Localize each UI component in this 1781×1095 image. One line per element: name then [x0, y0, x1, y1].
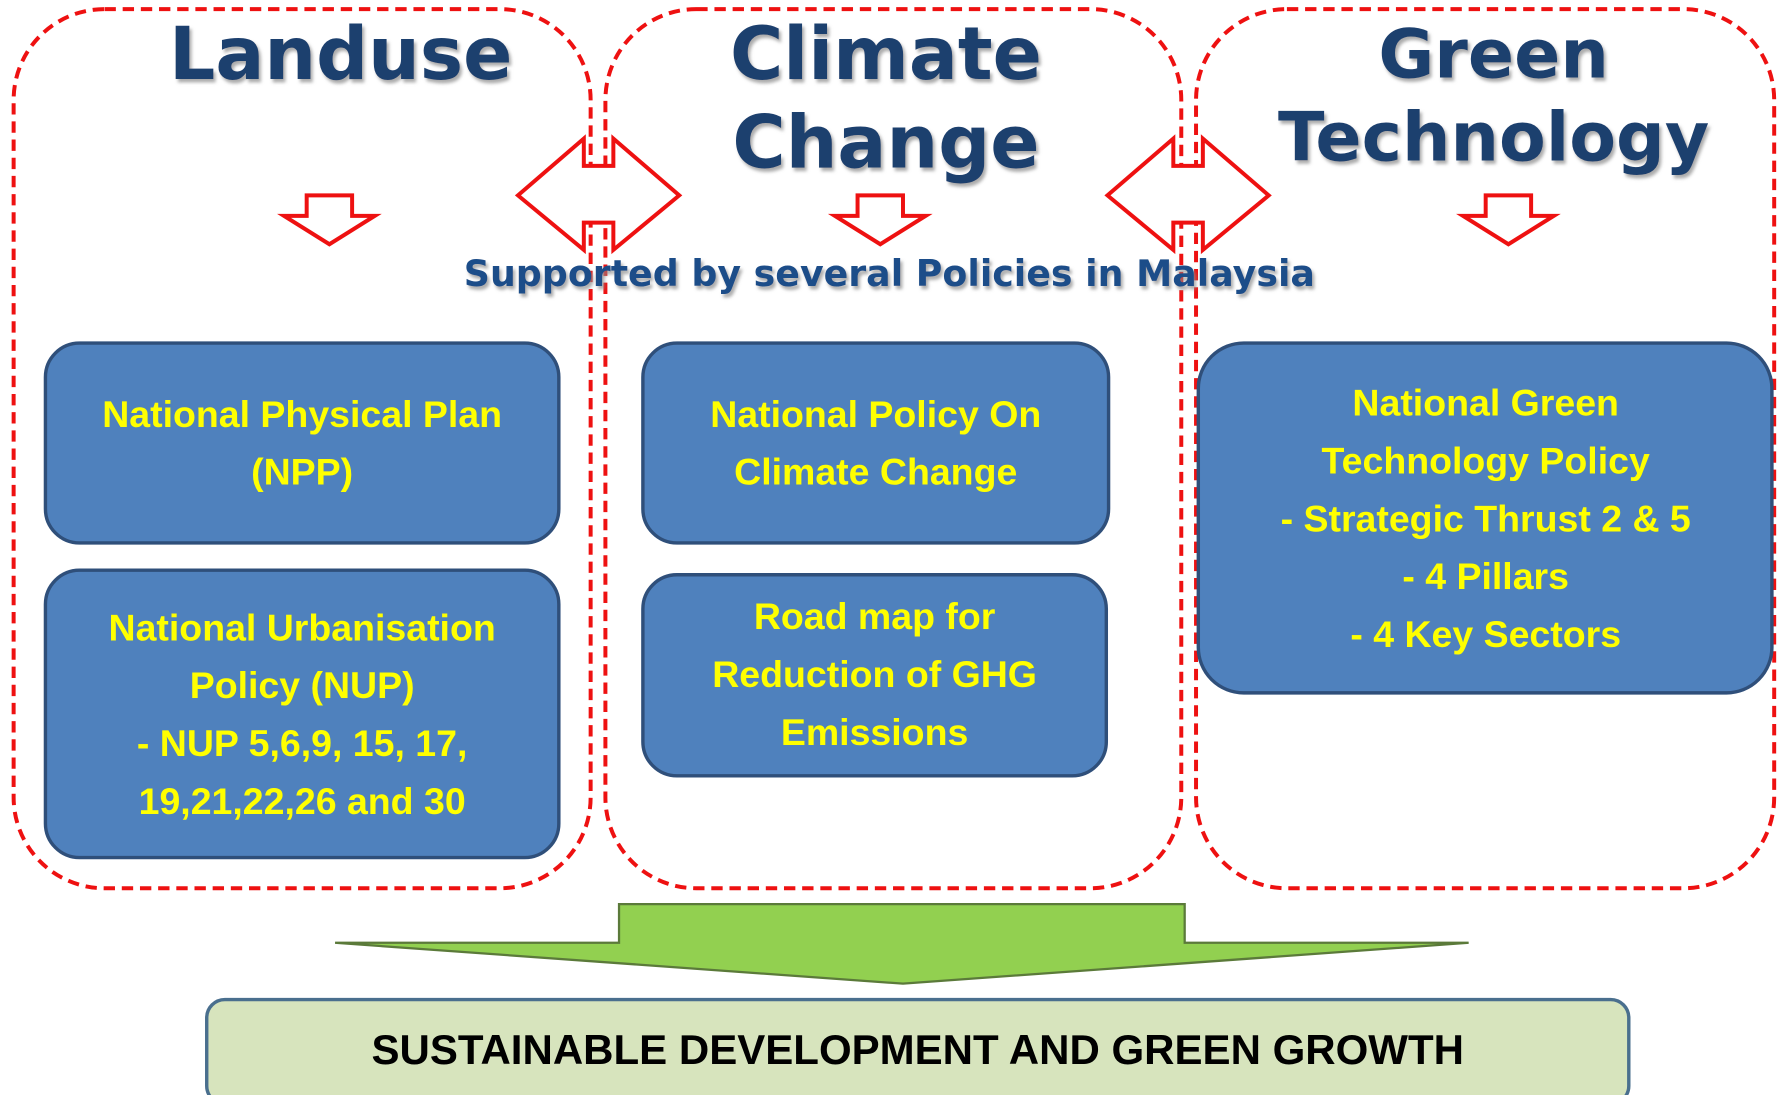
policy-box — [43, 568, 561, 860]
box-text: 19,21,22,26 and 30 — [139, 780, 466, 822]
box-text: Policy (NUP) — [190, 664, 415, 706]
policy-box — [641, 341, 1111, 545]
column-frame — [603, 7, 1184, 891]
outcome-box — [205, 997, 1631, 1095]
policy-box — [43, 341, 561, 545]
box-text: National Urbanisation — [109, 606, 496, 648]
column-frame — [11, 7, 593, 891]
outcome: SUSTAINABLE DEVELOPMENT AND GREEN GROWTH — [372, 1026, 1464, 1073]
box-text: Emissions — [781, 711, 968, 753]
down-arrow — [1456, 193, 1561, 247]
double-arrow — [514, 134, 683, 255]
column-title: Climate — [730, 13, 1042, 97]
box-text: - 4 Pillars — [1402, 555, 1569, 597]
boxes — [43, 341, 1774, 860]
box-text: Reduction of GHG — [712, 653, 1037, 695]
policy-box — [641, 573, 1109, 778]
box-text: - 4 Key Sectors — [1350, 613, 1621, 655]
box-text: National Physical Plan — [102, 393, 502, 435]
arrows — [277, 134, 1561, 255]
down-arrow — [277, 193, 382, 247]
box-text: Technology Policy — [1322, 439, 1650, 481]
column-title: Technology — [1278, 99, 1709, 178]
box-text: National Policy On — [710, 393, 1041, 435]
box-text: Road map for — [754, 595, 996, 637]
double-arrow — [1104, 134, 1272, 255]
column-frames — [11, 7, 1777, 891]
merge-arrow — [334, 903, 1469, 985]
column-title: Landuse — [169, 13, 512, 97]
box-text: - NUP 5,6,9, 15, 17, — [137, 722, 467, 764]
column-title: Change — [732, 102, 1039, 186]
column-title: Green — [1378, 16, 1608, 95]
box-text: - Strategic Thrust 2 & 5 — [1281, 497, 1691, 539]
policy-box — [1196, 341, 1774, 695]
box-text: Climate Change — [734, 451, 1017, 493]
box-text: National Green — [1352, 381, 1619, 423]
down-arrow — [827, 193, 933, 247]
box-text: (NPP) — [251, 451, 353, 493]
note: Supported by several Policies in Malaysi… — [464, 252, 1315, 295]
